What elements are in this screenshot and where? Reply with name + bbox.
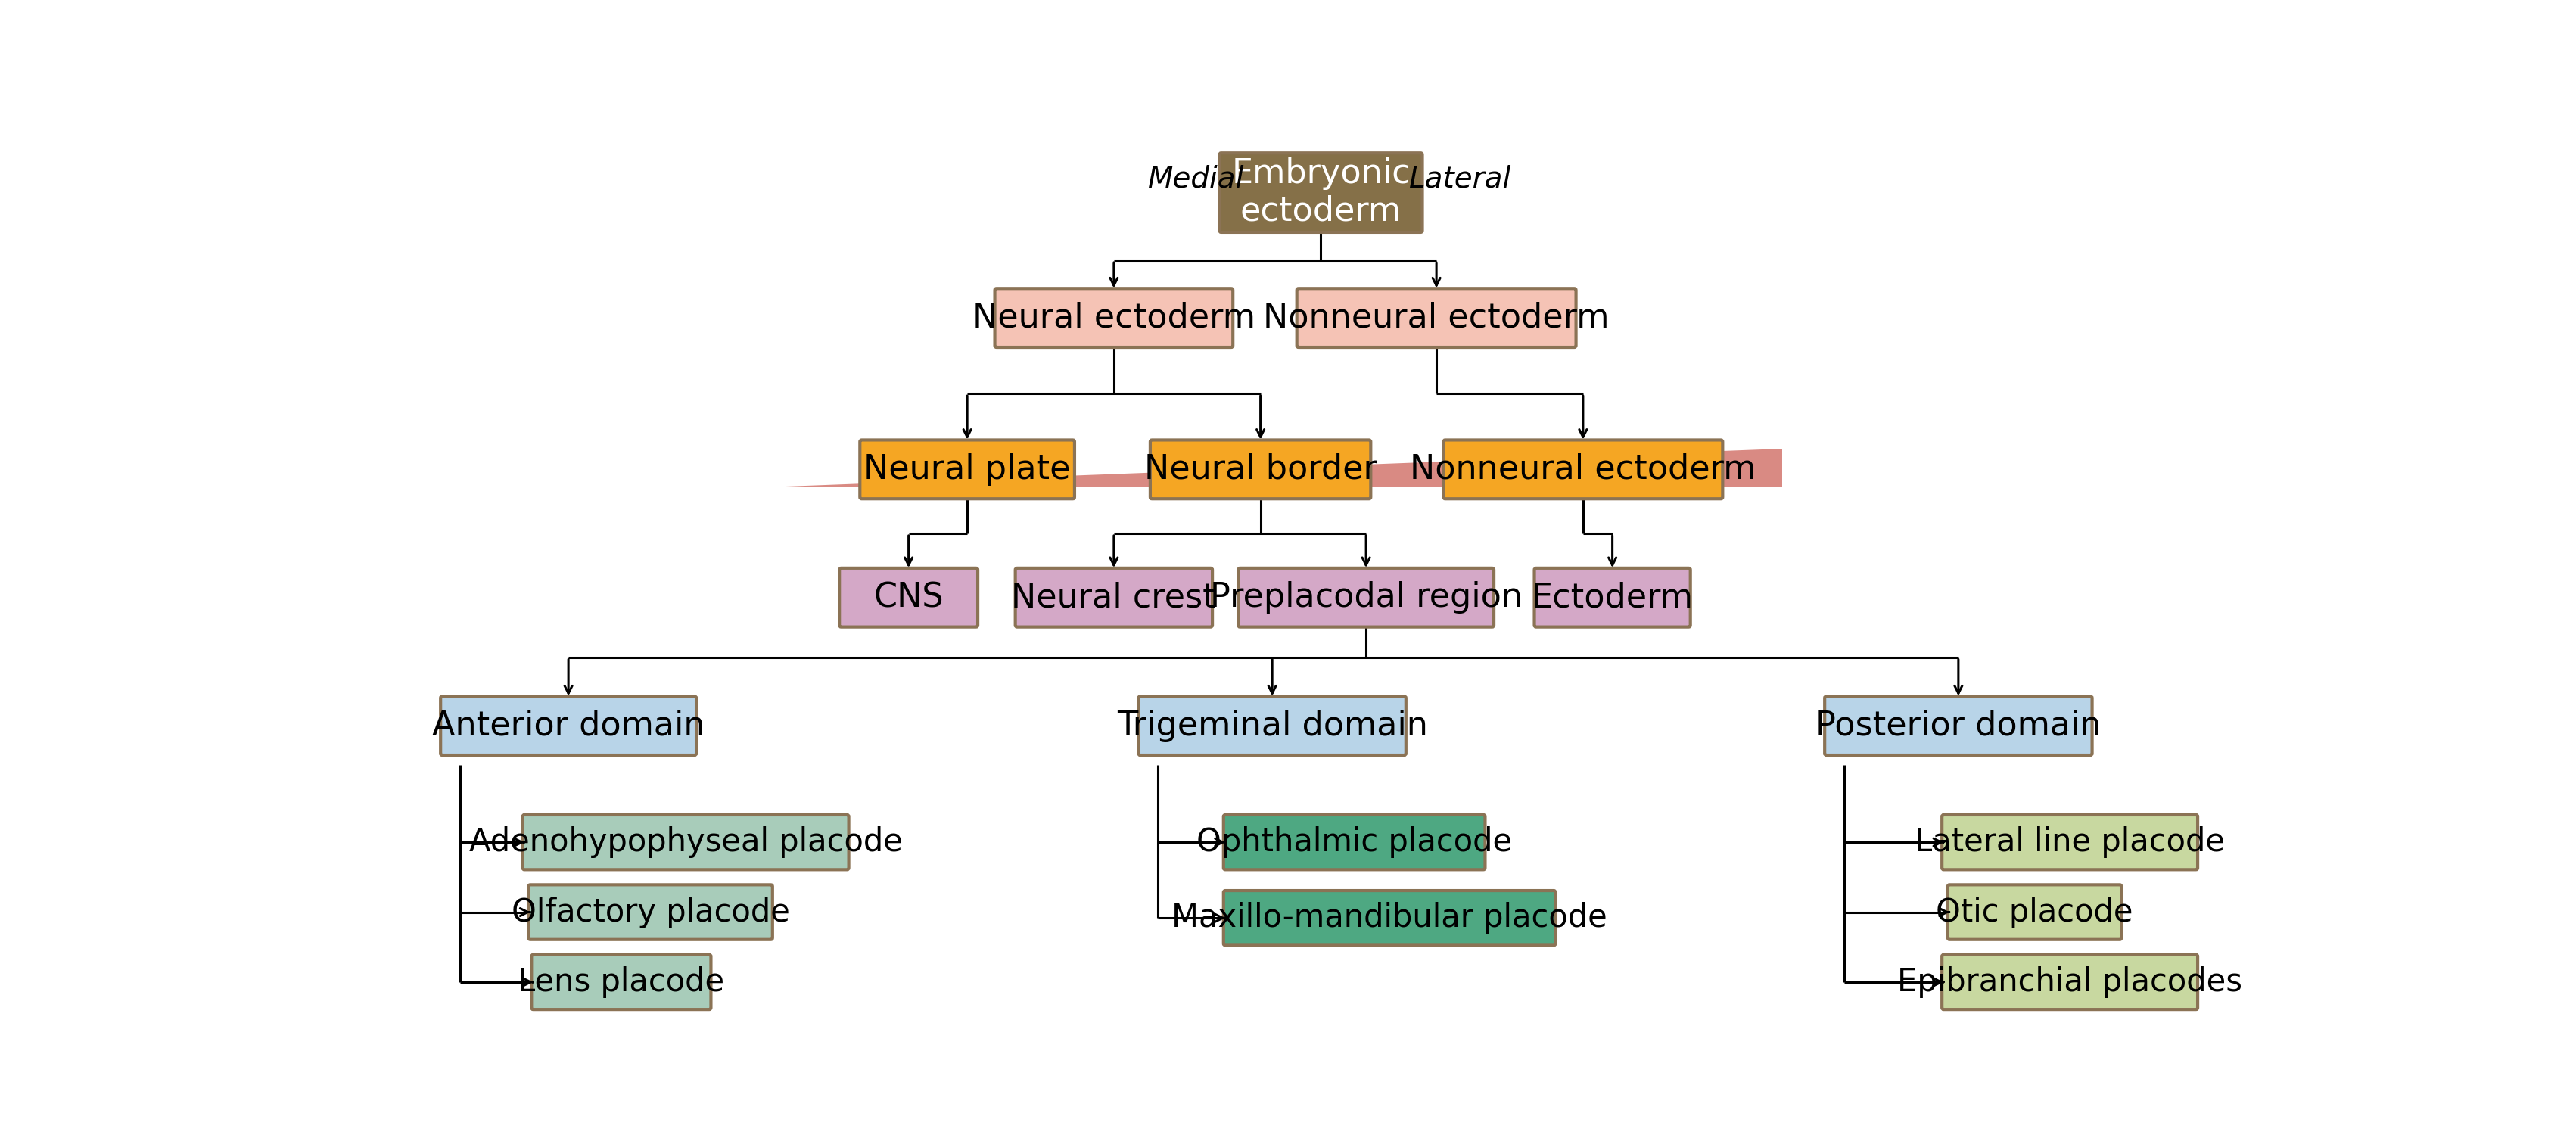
FancyBboxPatch shape (1015, 569, 1213, 627)
FancyBboxPatch shape (440, 697, 696, 755)
FancyBboxPatch shape (528, 884, 773, 939)
Text: BMP: BMP (1793, 452, 1878, 484)
FancyBboxPatch shape (1296, 288, 1577, 348)
Text: Nonneural ectoderm: Nonneural ectoderm (1262, 302, 1610, 334)
Text: Adenohypophyseal placode: Adenohypophyseal placode (469, 826, 902, 858)
Text: Ophthalmic placode: Ophthalmic placode (1195, 826, 1512, 858)
FancyBboxPatch shape (531, 954, 711, 1009)
FancyBboxPatch shape (840, 569, 976, 627)
FancyBboxPatch shape (523, 815, 848, 869)
Text: Olfactory placode: Olfactory placode (510, 896, 788, 928)
FancyBboxPatch shape (1149, 440, 1370, 499)
Text: Anterior domain: Anterior domain (433, 709, 706, 742)
Text: Otic placode: Otic placode (1935, 896, 2133, 928)
Text: Embryonic
ectoderm: Embryonic ectoderm (1231, 158, 1409, 228)
Text: Lateral: Lateral (1409, 165, 1510, 193)
FancyBboxPatch shape (1947, 884, 2120, 939)
Text: Neural border: Neural border (1144, 453, 1376, 485)
Text: Neural ectoderm: Neural ectoderm (971, 302, 1255, 334)
Text: Nonneural ectoderm: Nonneural ectoderm (1409, 453, 1757, 485)
Text: Neural crest: Neural crest (1012, 581, 1216, 614)
FancyBboxPatch shape (860, 440, 1074, 499)
FancyBboxPatch shape (1942, 954, 2197, 1009)
FancyBboxPatch shape (994, 288, 1231, 348)
Text: Neural plate: Neural plate (863, 453, 1072, 485)
FancyBboxPatch shape (1239, 569, 1494, 627)
FancyBboxPatch shape (1443, 440, 1723, 499)
FancyBboxPatch shape (1533, 569, 1690, 627)
Text: Preplacodal region: Preplacodal region (1208, 581, 1522, 614)
Text: Ectoderm: Ectoderm (1530, 581, 1692, 614)
Text: Lateral line placode: Lateral line placode (1914, 826, 2223, 858)
Text: CNS: CNS (873, 581, 943, 614)
FancyBboxPatch shape (1224, 815, 1484, 869)
Polygon shape (786, 448, 1783, 487)
Text: Trigeminal domain: Trigeminal domain (1115, 709, 1427, 742)
Text: Medial: Medial (1146, 165, 1244, 193)
FancyBboxPatch shape (1224, 890, 1556, 945)
FancyBboxPatch shape (1218, 153, 1422, 232)
Text: Lens placode: Lens placode (518, 967, 724, 998)
FancyBboxPatch shape (1942, 815, 2197, 869)
Text: Maxillo-mandibular placode: Maxillo-mandibular placode (1172, 903, 1607, 934)
Text: Epibranchial placodes: Epibranchial placodes (1896, 967, 2241, 998)
Text: Posterior domain: Posterior domain (1816, 709, 2099, 742)
FancyBboxPatch shape (1824, 697, 2092, 755)
FancyBboxPatch shape (1139, 697, 1406, 755)
